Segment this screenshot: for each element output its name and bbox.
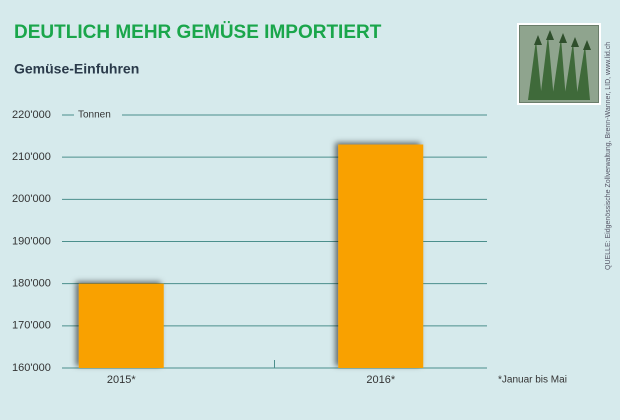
bar [338, 144, 424, 368]
y-tick-label: 190'000 [12, 235, 51, 247]
y-tick-label: 180'000 [12, 278, 51, 290]
y-tick-label: 160'000 [12, 362, 51, 374]
photo [517, 23, 601, 105]
y-tick-label: 210'000 [12, 151, 51, 163]
bar [78, 283, 164, 368]
x-tick-label: 2015* [107, 374, 136, 386]
chart-subtitle: Gemüse-Einfuhren [14, 61, 139, 77]
y-tick-label: 170'000 [12, 320, 51, 332]
chart-title: DEUTLICH MEHR GEMÜSE IMPORTIERT [14, 22, 382, 43]
source: QUELLE: Eidgenössische Zollverwaltung, B… [605, 42, 612, 270]
y-tick-label: 200'000 [12, 193, 51, 205]
x-tick-label: 2016* [366, 374, 395, 386]
y-axis-label: Tonnen [78, 110, 111, 121]
note: *Januar bis Mai [498, 375, 567, 386]
y-tick-label: 220'000 [12, 109, 51, 121]
